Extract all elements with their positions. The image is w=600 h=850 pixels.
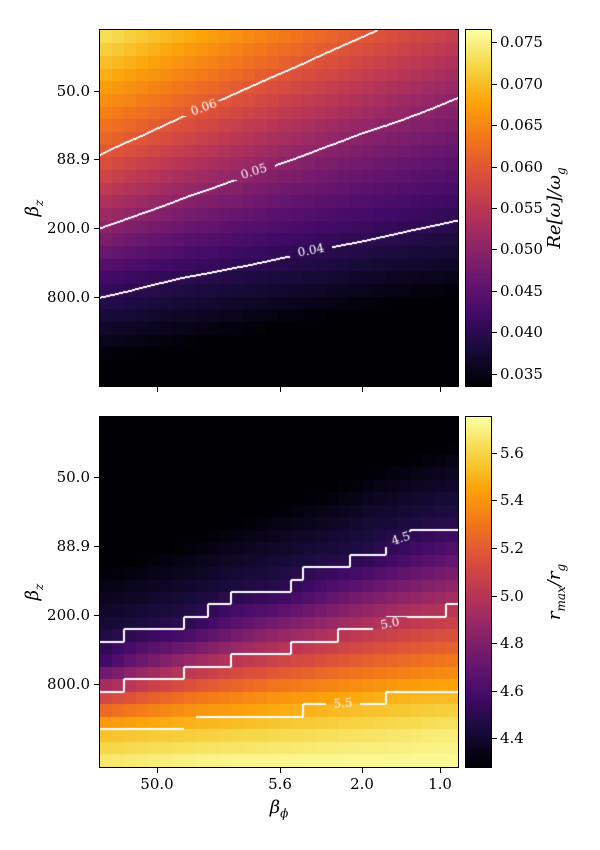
colorbar-tick-mark xyxy=(492,208,497,209)
top-y-axis-label-subscript: z xyxy=(31,199,46,206)
x-tick-mark xyxy=(362,387,363,392)
colorbar-tick-label: 0.040 xyxy=(500,323,543,341)
colorbar-tick-mark xyxy=(492,374,497,375)
colorbar-tick-label: 5.6 xyxy=(500,444,524,462)
x-tick-mark xyxy=(280,768,281,773)
colorbar-label-text: Re[ω]/ω xyxy=(544,175,566,249)
top-y-axis-label-text: β xyxy=(22,205,44,217)
y-tick-mark xyxy=(94,297,99,298)
x-tick-mark xyxy=(157,768,158,773)
top-colorbar-label: Re[ω]/ωg xyxy=(544,167,571,249)
y-tick-mark xyxy=(94,159,99,160)
top-colorbar-axes xyxy=(465,29,492,387)
bottom-heatmap-axes xyxy=(99,416,459,768)
colorbar-tick-label: 0.075 xyxy=(500,33,543,51)
colorbar-tick-mark xyxy=(492,42,497,43)
x-tick-mark xyxy=(280,387,281,392)
y-tick-mark xyxy=(94,91,99,92)
colorbar-tick-label: 5.2 xyxy=(500,539,524,557)
x-tick-label: 5.6 xyxy=(268,775,292,793)
colorbar-tick-label: 0.050 xyxy=(500,240,543,258)
colorbar-tick-label: 4.6 xyxy=(500,682,524,700)
y-tick-label: 88.9 xyxy=(56,150,90,168)
colorbar-tick-mark xyxy=(492,691,497,692)
y-tick-label: 50.0 xyxy=(56,82,90,100)
top-y-axis-label: βz xyxy=(22,199,49,217)
x-axis-label-subscript: ϕ xyxy=(280,806,289,821)
x-tick-mark xyxy=(440,387,441,392)
colorbar-label-subscript: g xyxy=(553,563,568,572)
colorbar-label-subscript: g xyxy=(553,167,568,176)
colorbar-tick-mark xyxy=(492,249,497,250)
colorbar-tick-label: 0.065 xyxy=(500,116,543,134)
colorbar-tick-mark xyxy=(492,332,497,333)
x-tick-label: 1.0 xyxy=(428,775,452,793)
colorbar-tick-label: 4.4 xyxy=(500,729,524,747)
x-tick-label: 50.0 xyxy=(140,775,174,793)
y-tick-mark xyxy=(94,615,99,616)
colorbar-tick-mark xyxy=(492,167,497,168)
colorbar-tick-label: 0.060 xyxy=(500,158,543,176)
bottom-colorbar-axes xyxy=(465,416,492,768)
colorbar-tick-label: 4.8 xyxy=(500,634,524,652)
colorbar-tick-mark xyxy=(492,738,497,739)
colorbar-tick-mark xyxy=(492,643,497,644)
y-tick-label: 800.0 xyxy=(47,675,90,693)
bottom-colorbar-canvas xyxy=(466,417,491,767)
colorbar-tick-mark xyxy=(492,453,497,454)
bottom-y-axis-label-subscript: z xyxy=(31,583,46,590)
y-tick-label: 50.0 xyxy=(56,468,90,486)
colorbar-tick-label: 5.4 xyxy=(500,491,524,509)
x-tick-mark xyxy=(362,768,363,773)
colorbar-tick-mark xyxy=(492,596,497,597)
y-tick-label: 200.0 xyxy=(47,606,90,624)
colorbar-tick-label: 0.035 xyxy=(500,365,543,383)
top-colorbar-canvas xyxy=(466,30,491,386)
y-tick-label: 800.0 xyxy=(47,288,90,306)
y-tick-label: 88.9 xyxy=(56,537,90,555)
colorbar-tick-mark xyxy=(492,125,497,126)
colorbar-tick-label: 5.0 xyxy=(500,587,524,605)
colorbar-label-subscript: max xyxy=(553,586,568,612)
y-tick-mark xyxy=(94,477,99,478)
colorbar-label-text: r xyxy=(544,611,566,621)
x-axis-label-text: β xyxy=(269,797,281,818)
bottom-y-axis-label-text: β xyxy=(22,589,44,601)
bottom-colorbar-label: rmax/rg xyxy=(544,563,571,621)
bottom-y-axis-label: βz xyxy=(22,583,49,601)
colorbar-tick-mark xyxy=(492,84,497,85)
y-tick-mark xyxy=(94,684,99,685)
top-heatmap-axes xyxy=(99,29,459,387)
colorbar-tick-mark xyxy=(492,548,497,549)
x-tick-label: 2.0 xyxy=(350,775,374,793)
colorbar-tick-label: 0.070 xyxy=(500,75,543,93)
colorbar-tick-mark xyxy=(492,500,497,501)
y-tick-label: 200.0 xyxy=(47,219,90,237)
y-tick-mark xyxy=(94,228,99,229)
top-heatmap-canvas xyxy=(100,30,458,386)
colorbar-tick-label: 0.055 xyxy=(500,199,543,217)
y-tick-mark xyxy=(94,546,99,547)
colorbar-tick-mark xyxy=(492,291,497,292)
bottom-heatmap-canvas xyxy=(100,417,458,767)
x-axis-label: βϕ xyxy=(249,798,309,824)
colorbar-tick-label: 0.045 xyxy=(500,282,543,300)
x-tick-mark xyxy=(157,387,158,392)
x-tick-mark xyxy=(440,768,441,773)
colorbar-label-text: /r xyxy=(544,571,566,587)
